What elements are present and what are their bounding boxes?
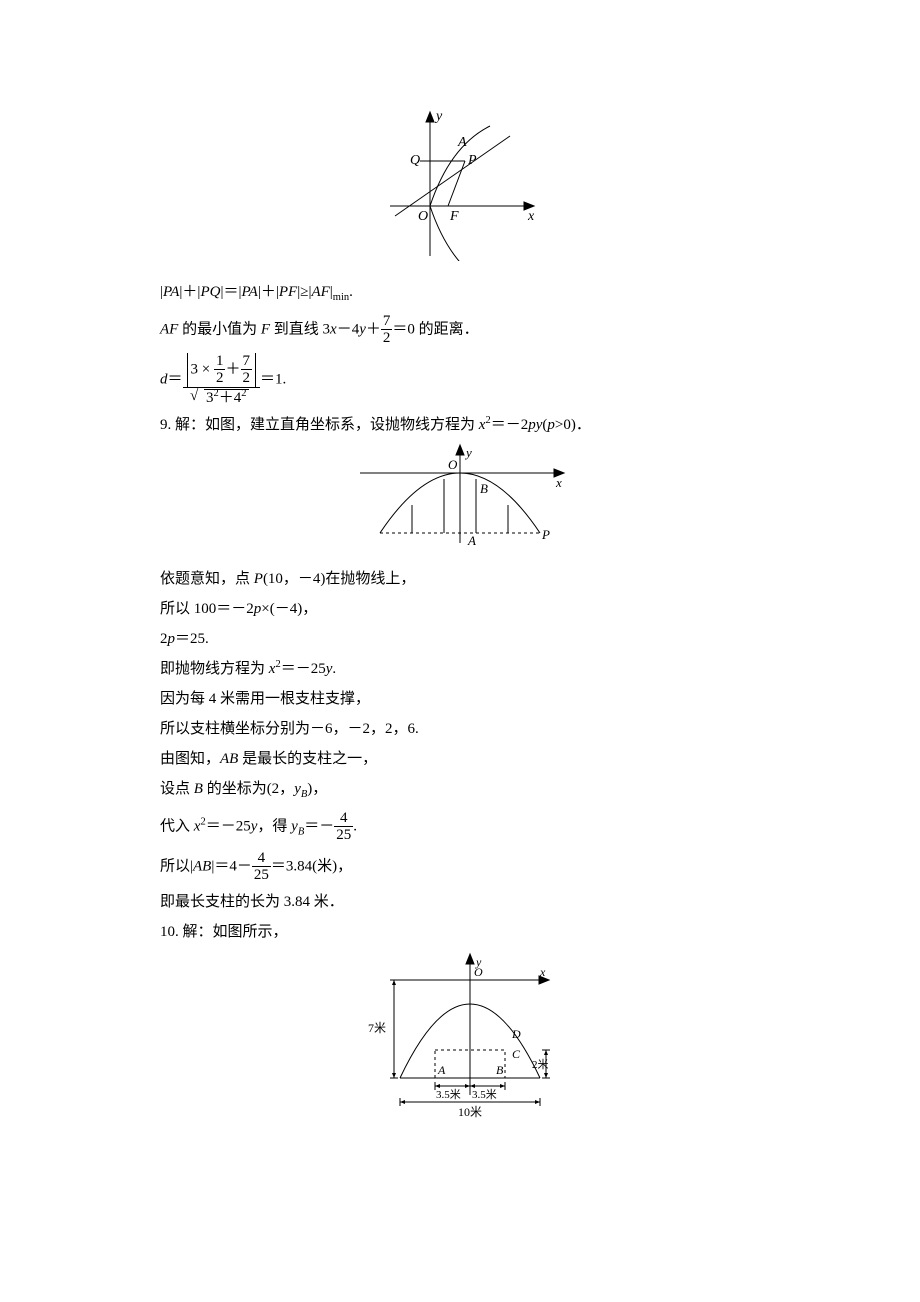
- line-af-min: AF 的最小值为 F 到直线 3x－4y＋72＝0 的距离．: [160, 313, 760, 347]
- svg-text:A: A: [437, 1063, 446, 1077]
- svg-text:y: y: [464, 445, 472, 460]
- svg-text:3.5米: 3.5米: [436, 1088, 461, 1101]
- l9a: 依题意知，点 P(10，－4)在抛物线上，: [160, 567, 760, 591]
- svg-text:P: P: [467, 153, 477, 168]
- l9d: 即抛物线方程为 x2＝－25y.: [160, 657, 760, 681]
- svg-text:B: B: [480, 481, 488, 496]
- svg-text:B: B: [496, 1063, 504, 1077]
- line-pa-pq: |PA|＋|PQ|＝|PA|＋|PF|≥|AF|min.: [160, 280, 760, 307]
- svg-text:C: C: [512, 1047, 521, 1061]
- svg-text:O: O: [418, 209, 428, 224]
- l9b: 所以 100＝－2p×(－4)，: [160, 597, 760, 621]
- l9i: 代入 x2＝－25y，得 yB＝－425.: [160, 810, 760, 844]
- svg-text:Q: Q: [410, 153, 420, 168]
- svg-text:O: O: [448, 457, 458, 472]
- l9f: 所以支柱横坐标分别为－6，－2，2，6.: [160, 717, 760, 741]
- l9h: 设点 B 的坐标为(2，yB)，: [160, 777, 760, 804]
- l9g: 由图知，AB 是最长的支柱之一，: [160, 747, 760, 771]
- svg-text:x: x: [555, 475, 562, 490]
- svg-text:3.5米: 3.5米: [472, 1088, 497, 1101]
- svg-text:A: A: [457, 135, 467, 150]
- l9c: 2p＝25.: [160, 627, 760, 651]
- svg-text:10米: 10米: [458, 1105, 482, 1119]
- line-d-eq: d＝ 3 × 12＋72 32＋42 ＝1.: [160, 353, 760, 407]
- svg-text:x: x: [527, 209, 535, 224]
- svg-text:P: P: [541, 527, 550, 542]
- l9e: 因为每 4 米需用一根支柱支撑，: [160, 687, 760, 711]
- svg-text:D: D: [511, 1027, 521, 1041]
- svg-text:O: O: [474, 965, 483, 979]
- figure-3: y x O A B C D 7米 2米 3.5米 3.5米 10米: [160, 950, 760, 1138]
- svg-text:y: y: [434, 109, 443, 124]
- figure-1: O y x O F A P Q: [160, 106, 760, 274]
- q9-intro: 9. 解：如图，建立直角坐标系，设抛物线方程为 x2＝－2py(p>0)．: [160, 413, 760, 437]
- svg-text:2米: 2米: [532, 1058, 549, 1071]
- svg-text:7米: 7米: [368, 1021, 386, 1035]
- svg-text:x: x: [539, 965, 546, 979]
- svg-text:A: A: [467, 533, 476, 548]
- svg-text:F: F: [449, 209, 459, 224]
- l9j: 所以|AB|＝4－425＝3.84(米)，: [160, 850, 760, 884]
- figure-2: y x O B A P: [160, 443, 760, 561]
- q10: 10. 解：如图所示，: [160, 920, 760, 944]
- l9k: 即最长支柱的长为 3.84 米．: [160, 890, 760, 914]
